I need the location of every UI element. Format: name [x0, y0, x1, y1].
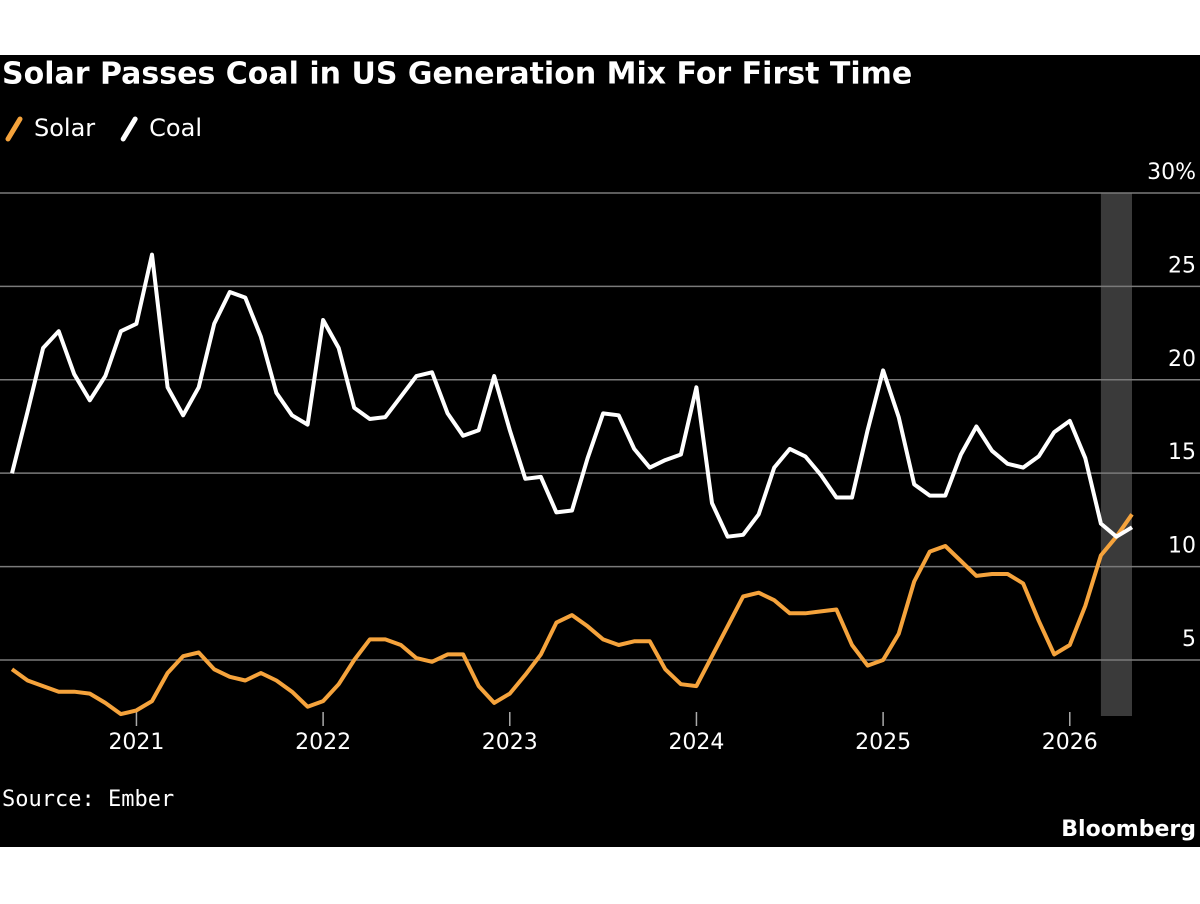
data-line — [10, 513, 1134, 717]
x-tick-label: 2023 — [482, 730, 538, 755]
legend-label: Solar — [34, 114, 95, 142]
chart-background — [0, 55, 1200, 847]
y-tick-label: 10 — [1168, 534, 1196, 559]
legend-label: Coal — [149, 114, 202, 142]
brand: Bloomberg — [1061, 817, 1196, 842]
legend-swatch — [5, 116, 23, 142]
x-tick-label: 2022 — [295, 730, 351, 755]
chart-title: Solar Passes Coal in US Generation Mix F… — [2, 57, 912, 92]
x-tick-label: 2025 — [855, 730, 911, 755]
data-line — [10, 252, 1134, 539]
y-tick-label: 25 — [1168, 253, 1196, 278]
x-tick-label: 2024 — [668, 730, 724, 755]
legend-swatch — [120, 116, 138, 142]
y-tick-label: 30% — [1147, 160, 1196, 185]
y-tick-label: 20 — [1168, 347, 1196, 372]
y-tick-label: 15 — [1168, 440, 1196, 465]
highlight-band — [1100, 193, 1132, 716]
source-note: Source: Ember — [2, 787, 174, 812]
y-tick-label: 5 — [1182, 627, 1196, 652]
x-tick-label: 2021 — [108, 730, 164, 755]
x-tick-label: 2026 — [1042, 730, 1098, 755]
